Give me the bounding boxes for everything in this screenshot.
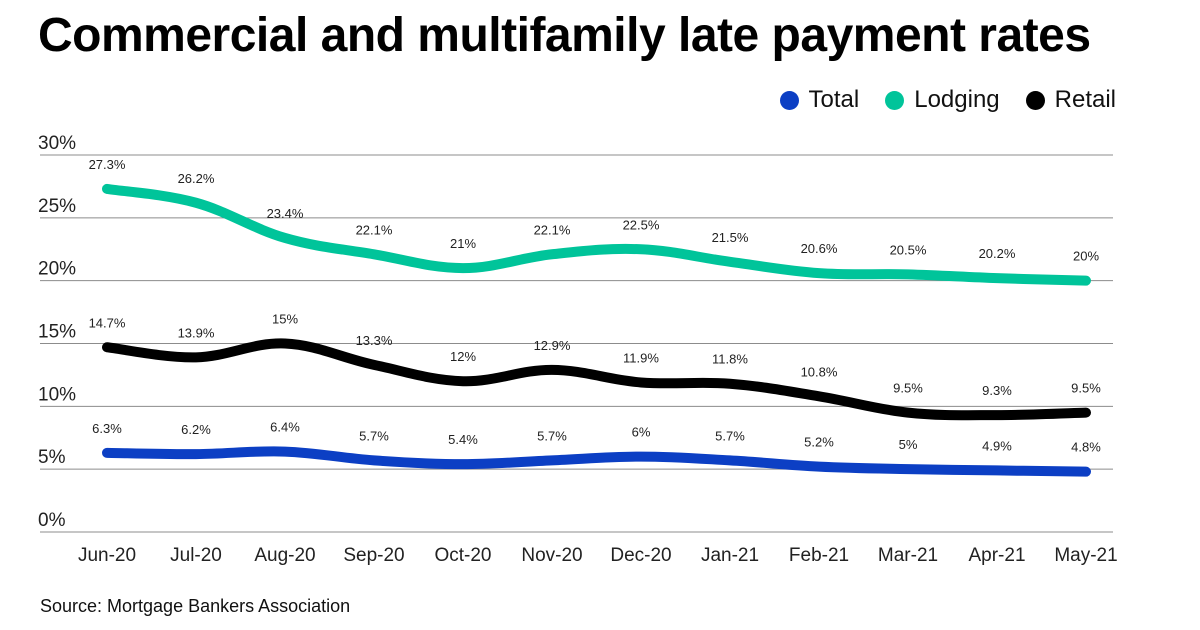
x-tick-label: Sep-20 <box>343 545 404 566</box>
x-tick-label: Jan-21 <box>701 545 759 566</box>
data-label-total: 4.8% <box>1071 440 1101 455</box>
data-label-total: 4.9% <box>982 438 1012 453</box>
data-label-retail: 11.8% <box>712 352 748 367</box>
legend-marker-total <box>779 90 799 110</box>
x-tick-label: Feb-21 <box>789 545 849 566</box>
data-label-total: 5.7% <box>359 428 389 443</box>
y-tick-label: 10% <box>38 384 76 405</box>
data-label-total: 6.3% <box>92 421 122 436</box>
data-label-total: 6.4% <box>270 420 300 435</box>
data-label-total: 6% <box>632 425 651 440</box>
x-tick-label: Jun-20 <box>78 545 136 566</box>
data-label-lodging: 22.1% <box>356 222 393 237</box>
x-tick-label: Oct-20 <box>434 545 491 566</box>
x-tick-label: Dec-20 <box>610 545 671 566</box>
data-label-total: 5% <box>899 437 918 452</box>
legend-marker-lodging <box>885 90 905 110</box>
legend-label-lodging: Lodging <box>914 86 1000 113</box>
data-label-retail: 15% <box>272 312 298 327</box>
y-tick-label: 15% <box>38 322 76 343</box>
data-label-lodging: 22.5% <box>623 217 660 232</box>
legend-marker-retail <box>1025 90 1045 110</box>
legend-item-retail: Retail <box>1025 86 1116 114</box>
x-tick-label: Aug-20 <box>254 545 315 566</box>
data-label-retail: 9.5% <box>1071 381 1101 396</box>
legend-label-total: Total <box>808 86 860 113</box>
data-label-retail: 13.9% <box>178 325 215 340</box>
data-label-retail: 14.7% <box>89 315 126 330</box>
legend-label-retail: Retail <box>1054 86 1116 113</box>
data-label-lodging: 27.3% <box>89 157 126 172</box>
x-tick-label: Jul-20 <box>170 545 222 566</box>
data-label-lodging: 20.6% <box>801 241 838 256</box>
chart-title: Commercial and multifamily late payment … <box>38 9 1091 62</box>
data-label-retail: 12.9% <box>534 338 571 353</box>
y-tick-label: 30% <box>38 133 76 154</box>
series-line-total <box>102 446 1091 477</box>
data-label-lodging: 26.2% <box>178 171 215 186</box>
series-line-retail <box>102 338 1091 421</box>
x-tick-label: Mar-21 <box>878 545 938 566</box>
x-tick-label: May-21 <box>1054 545 1117 566</box>
data-label-retail: 9.5% <box>893 381 923 396</box>
data-label-retail: 11.9% <box>623 350 659 365</box>
data-label-total: 6.2% <box>181 422 211 437</box>
x-tick-label: Apr-21 <box>968 545 1025 566</box>
data-label-lodging: 22.1% <box>534 222 571 237</box>
data-label-retail: 12% <box>450 349 476 364</box>
data-label-retail: 9.3% <box>982 383 1012 398</box>
data-label-lodging: 20% <box>1073 249 1099 264</box>
data-label-total: 5.4% <box>448 432 478 447</box>
y-tick-label: 5% <box>38 447 66 468</box>
data-label-retail: 10.8% <box>801 364 838 379</box>
y-tick-label: 25% <box>38 196 76 217</box>
y-tick-label: 0% <box>38 510 66 531</box>
legend-item-total: Total <box>779 86 860 114</box>
data-label-lodging: 21.5% <box>712 230 749 245</box>
data-label-lodging: 23.4% <box>267 206 304 221</box>
legend: Total Lodging Retail <box>779 86 1116 114</box>
data-label-total: 5.7% <box>715 428 745 443</box>
data-label-lodging: 21% <box>450 236 476 251</box>
y-tick-label: 20% <box>38 259 76 280</box>
x-tick-label: Nov-20 <box>521 545 582 566</box>
data-label-total: 5.7% <box>537 428 567 443</box>
legend-item-lodging: Lodging <box>885 86 1000 114</box>
series-line-lodging <box>102 183 1091 286</box>
data-label-lodging: 20.5% <box>890 242 927 257</box>
source-note: Source: Mortgage Bankers Association <box>40 596 351 616</box>
data-label-total: 5.2% <box>804 435 834 450</box>
data-label-retail: 13.3% <box>356 333 393 348</box>
data-label-lodging: 20.2% <box>979 246 1016 261</box>
